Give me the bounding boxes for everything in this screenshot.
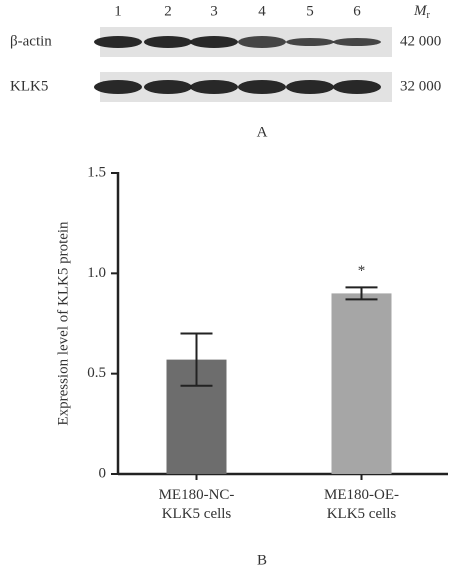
mr-value: 42 000 [400, 33, 441, 49]
lane-number: 3 [210, 3, 218, 19]
blot-band [190, 80, 238, 94]
annotation: * [358, 263, 366, 279]
y-tick-label: 0 [99, 465, 107, 481]
lane-number: 5 [306, 3, 314, 19]
blot-band [286, 80, 334, 94]
blot-band [94, 80, 142, 94]
blot-band [190, 36, 238, 48]
blot-band [144, 80, 192, 94]
blot-band [286, 38, 334, 46]
y-tick-label: 1.0 [87, 265, 106, 281]
bar [331, 293, 392, 474]
blot-band [144, 36, 192, 48]
x-tick-label: ME180-OE-KLK5 cells [324, 487, 399, 522]
blot-band [333, 80, 381, 94]
blot-row-label: KLK5 [10, 78, 48, 94]
mr-symbol: M [413, 3, 428, 19]
blot-band [238, 80, 286, 94]
blot-band [94, 36, 142, 48]
y-tick-label: 0.5 [87, 365, 106, 381]
blot-band [238, 36, 286, 48]
mr-value: 32 000 [400, 78, 441, 94]
mr-subscript: r [427, 10, 431, 21]
x-tick-label: ME180-NC-KLK5 cells [158, 487, 235, 522]
panel-label: A [257, 124, 268, 140]
y-tick-label: 1.5 [87, 164, 106, 180]
lane-number: 4 [258, 3, 266, 19]
panel-label: B [257, 552, 267, 568]
blot-row-label: β-actin [10, 33, 52, 49]
lane-number: 1 [114, 3, 122, 19]
y-axis-label: Expression level of KLK5 protein [55, 221, 71, 426]
lane-number: 6 [353, 3, 361, 19]
blot-band [333, 38, 381, 46]
lane-number: 2 [164, 3, 172, 19]
mr-label: Mr [413, 3, 431, 21]
